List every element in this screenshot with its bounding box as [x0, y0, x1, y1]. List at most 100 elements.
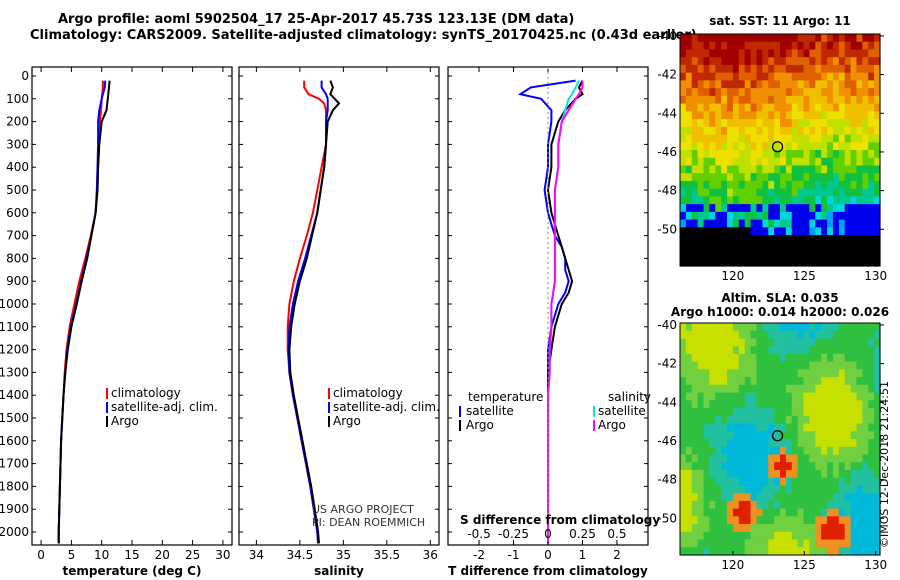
map-cell	[738, 462, 746, 471]
map-cell	[780, 338, 787, 347]
map-cell	[827, 369, 834, 378]
map-cell	[721, 119, 728, 128]
map-cell	[762, 323, 769, 332]
map-cell	[809, 142, 816, 151]
map-cell	[832, 477, 840, 486]
map-cell	[850, 211, 858, 221]
map-cell	[827, 508, 834, 517]
map-cell	[750, 384, 758, 394]
map-cell	[832, 454, 840, 463]
map-cell	[721, 64, 728, 74]
map-cell	[738, 431, 746, 440]
map-cell	[850, 485, 858, 494]
x-axis-label: salinity	[314, 564, 364, 578]
map-cell	[809, 346, 816, 355]
map-cell	[703, 64, 711, 74]
map-cell	[756, 524, 763, 533]
map-cell	[685, 500, 693, 510]
map-cell	[862, 219, 869, 228]
map-cell	[838, 361, 846, 370]
map-cell	[844, 446, 852, 456]
map-cell	[750, 242, 758, 252]
map-cell	[703, 157, 711, 167]
map-cell	[850, 72, 858, 81]
map-cell	[856, 173, 863, 182]
map-cell	[803, 446, 811, 456]
map-cell	[815, 103, 822, 112]
map-cell	[874, 323, 881, 332]
map-cell	[809, 400, 816, 409]
map-cell	[715, 204, 722, 213]
x-tick-label: 35.5	[373, 548, 400, 562]
map-cell	[680, 111, 687, 120]
map-cell	[838, 227, 846, 236]
map-cell	[727, 119, 734, 128]
map-cell	[832, 361, 840, 370]
map-cell	[838, 250, 846, 259]
map-cell	[874, 103, 881, 112]
map-cell	[850, 477, 858, 486]
map-cell	[756, 80, 763, 89]
map-cell	[732, 250, 740, 259]
map-cell	[838, 57, 846, 66]
map-cell	[785, 211, 793, 221]
map-cell	[874, 454, 881, 463]
map-cell	[738, 508, 746, 517]
map-cell	[780, 41, 787, 51]
map-cell	[744, 103, 752, 112]
map-cell	[815, 462, 822, 471]
map-cell	[791, 531, 799, 541]
map-cell	[762, 188, 769, 197]
map-cell	[727, 469, 734, 479]
map-cell	[774, 64, 781, 74]
map-cell	[762, 400, 769, 409]
map-cell	[721, 485, 728, 494]
map-cell	[697, 41, 705, 51]
map-cell	[721, 126, 728, 136]
map-cell	[838, 204, 846, 213]
map-cell	[797, 446, 805, 456]
map-cell	[780, 165, 787, 174]
map-cell	[844, 408, 852, 417]
map-cell	[715, 392, 722, 401]
map-cell	[821, 196, 828, 205]
map-cell	[697, 188, 705, 197]
map-cell	[750, 126, 758, 136]
map-cell	[797, 423, 805, 432]
map-cell	[862, 454, 869, 463]
map-cell	[732, 196, 740, 205]
legend-label: climatology	[333, 386, 403, 400]
map-cell	[732, 49, 740, 58]
map-cell	[680, 330, 687, 340]
map-cell	[827, 188, 834, 197]
map-cell	[685, 188, 693, 197]
map-cell	[691, 150, 699, 159]
map-cell	[691, 204, 699, 213]
map-cell	[868, 72, 875, 81]
map-cell	[791, 119, 799, 128]
map-cell	[838, 493, 846, 502]
map-cell	[838, 330, 846, 340]
map-cell	[815, 150, 822, 159]
map-cell	[750, 423, 758, 432]
map-cell	[727, 57, 734, 66]
map-cell	[715, 88, 722, 97]
map-cell	[874, 524, 881, 533]
map-cell	[785, 454, 793, 463]
map-cell	[838, 72, 846, 81]
map-cell	[780, 330, 787, 340]
map-cell	[680, 157, 687, 167]
map-cell	[832, 462, 840, 471]
map-cell	[809, 196, 816, 205]
map-cell	[832, 211, 840, 221]
map-cell	[697, 211, 705, 221]
map-cell	[721, 219, 728, 228]
map-cell	[868, 547, 875, 556]
map-cell	[750, 547, 758, 556]
map-cell	[738, 369, 746, 378]
map-cell	[868, 173, 875, 182]
map-cell	[827, 41, 834, 51]
map-cell	[774, 454, 781, 463]
map-cell	[850, 258, 858, 267]
map-cell	[856, 242, 863, 252]
